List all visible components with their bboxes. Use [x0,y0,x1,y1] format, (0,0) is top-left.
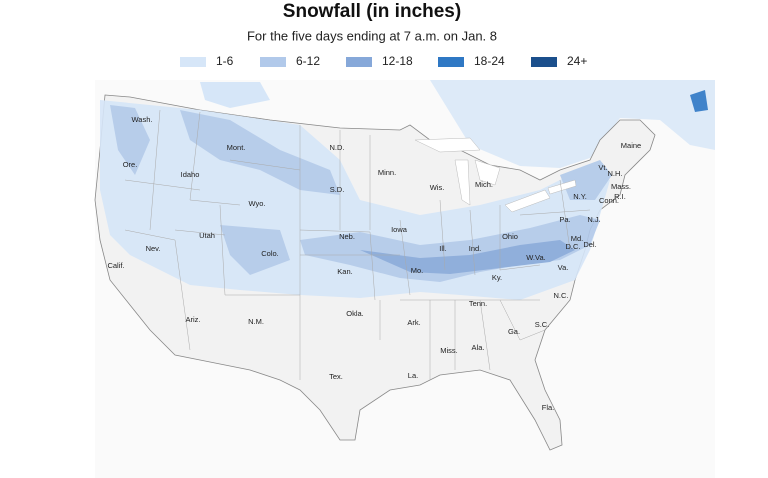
state-label: Wyo. [248,199,265,208]
state-label: W.Va. [526,253,545,262]
map: Wash. Mont. N.D. Minn. Maine Ore. Idaho S.D. Wis… [94,80,715,478]
state-label: Wash. [132,115,153,124]
legend-swatch [438,57,464,67]
state-label: N.J. [587,215,600,224]
state-label: R.I. [614,192,626,201]
state-label: Idaho [181,170,200,179]
legend-label: 6-12 [296,54,320,68]
state-label: S.D. [330,185,345,194]
state-label: Md. [571,234,584,243]
subtitle: For the five days ending at 7 a.m. on Ja… [247,28,497,43]
state-label: Calif. [107,261,124,270]
state-label: Mo. [411,266,424,275]
state-label: Miss. [440,346,458,355]
state-label: Neb. [339,232,355,241]
state-label: Conn. [599,196,619,205]
state-label: N.D. [330,143,345,152]
snow-areas [100,90,708,300]
state-label: Ohio [502,232,518,241]
state-label: N.H. [608,169,623,178]
great-lakes [414,137,577,213]
state-label: Wis. [430,183,445,192]
state-label: Ark. [407,318,420,327]
legend-swatch [180,57,206,67]
state-label: N.Y. [573,192,587,201]
state-label: Va. [558,263,569,272]
legend: 1-6 6-12 12-18 18-24 24+ [180,54,587,68]
canada-snow [430,80,715,168]
state-borders [124,109,591,380]
legend-label: 24+ [567,54,587,68]
state-label: Tenn. [469,299,487,308]
state-label: Utah [199,231,215,240]
state-label: N.C. [554,291,569,300]
legend-label: 12-18 [382,54,413,68]
state-label: Mass. [611,182,631,191]
state-label: Iowa [391,225,408,234]
legend-swatch [531,57,557,67]
state-label: Ill. [439,244,447,253]
state-label: Minn. [378,168,396,177]
state-label: Ga. [508,327,520,336]
legend-label: 1-6 [216,54,234,68]
state-label: S.C. [535,320,550,329]
state-label: Mich. [475,180,493,189]
state-label: Vt. [598,163,607,172]
state-label: La. [408,371,418,380]
state-label: Ky. [492,273,502,282]
state-label: Pa. [559,215,570,224]
legend-swatch [260,57,286,67]
state-label: Okla. [346,309,364,318]
state-label: Ind. [469,244,482,253]
state-label: Ariz. [186,315,201,324]
state-label: Mont. [227,143,246,152]
state-label: Fla. [542,403,555,412]
state-label: Kan. [337,267,352,276]
state-label: Ala. [472,343,485,352]
state-labels: Wash. Mont. N.D. Minn. Maine Ore. Idaho S.D. Wis… [107,115,641,412]
state-label: D.C. [566,242,581,251]
state-label: Tex. [329,372,343,381]
state-label: N.M. [248,317,264,326]
state-label: Del. [583,240,596,249]
legend-swatch [346,57,372,67]
state-label: Nev. [146,244,161,253]
state-label: Maine [621,141,641,150]
state-label: Ore. [123,160,138,169]
state-label: Colo. [261,249,279,258]
legend-label: 18-24 [474,54,505,68]
title: Snowfall (in inches) [283,1,461,22]
canada-snow [200,82,270,108]
